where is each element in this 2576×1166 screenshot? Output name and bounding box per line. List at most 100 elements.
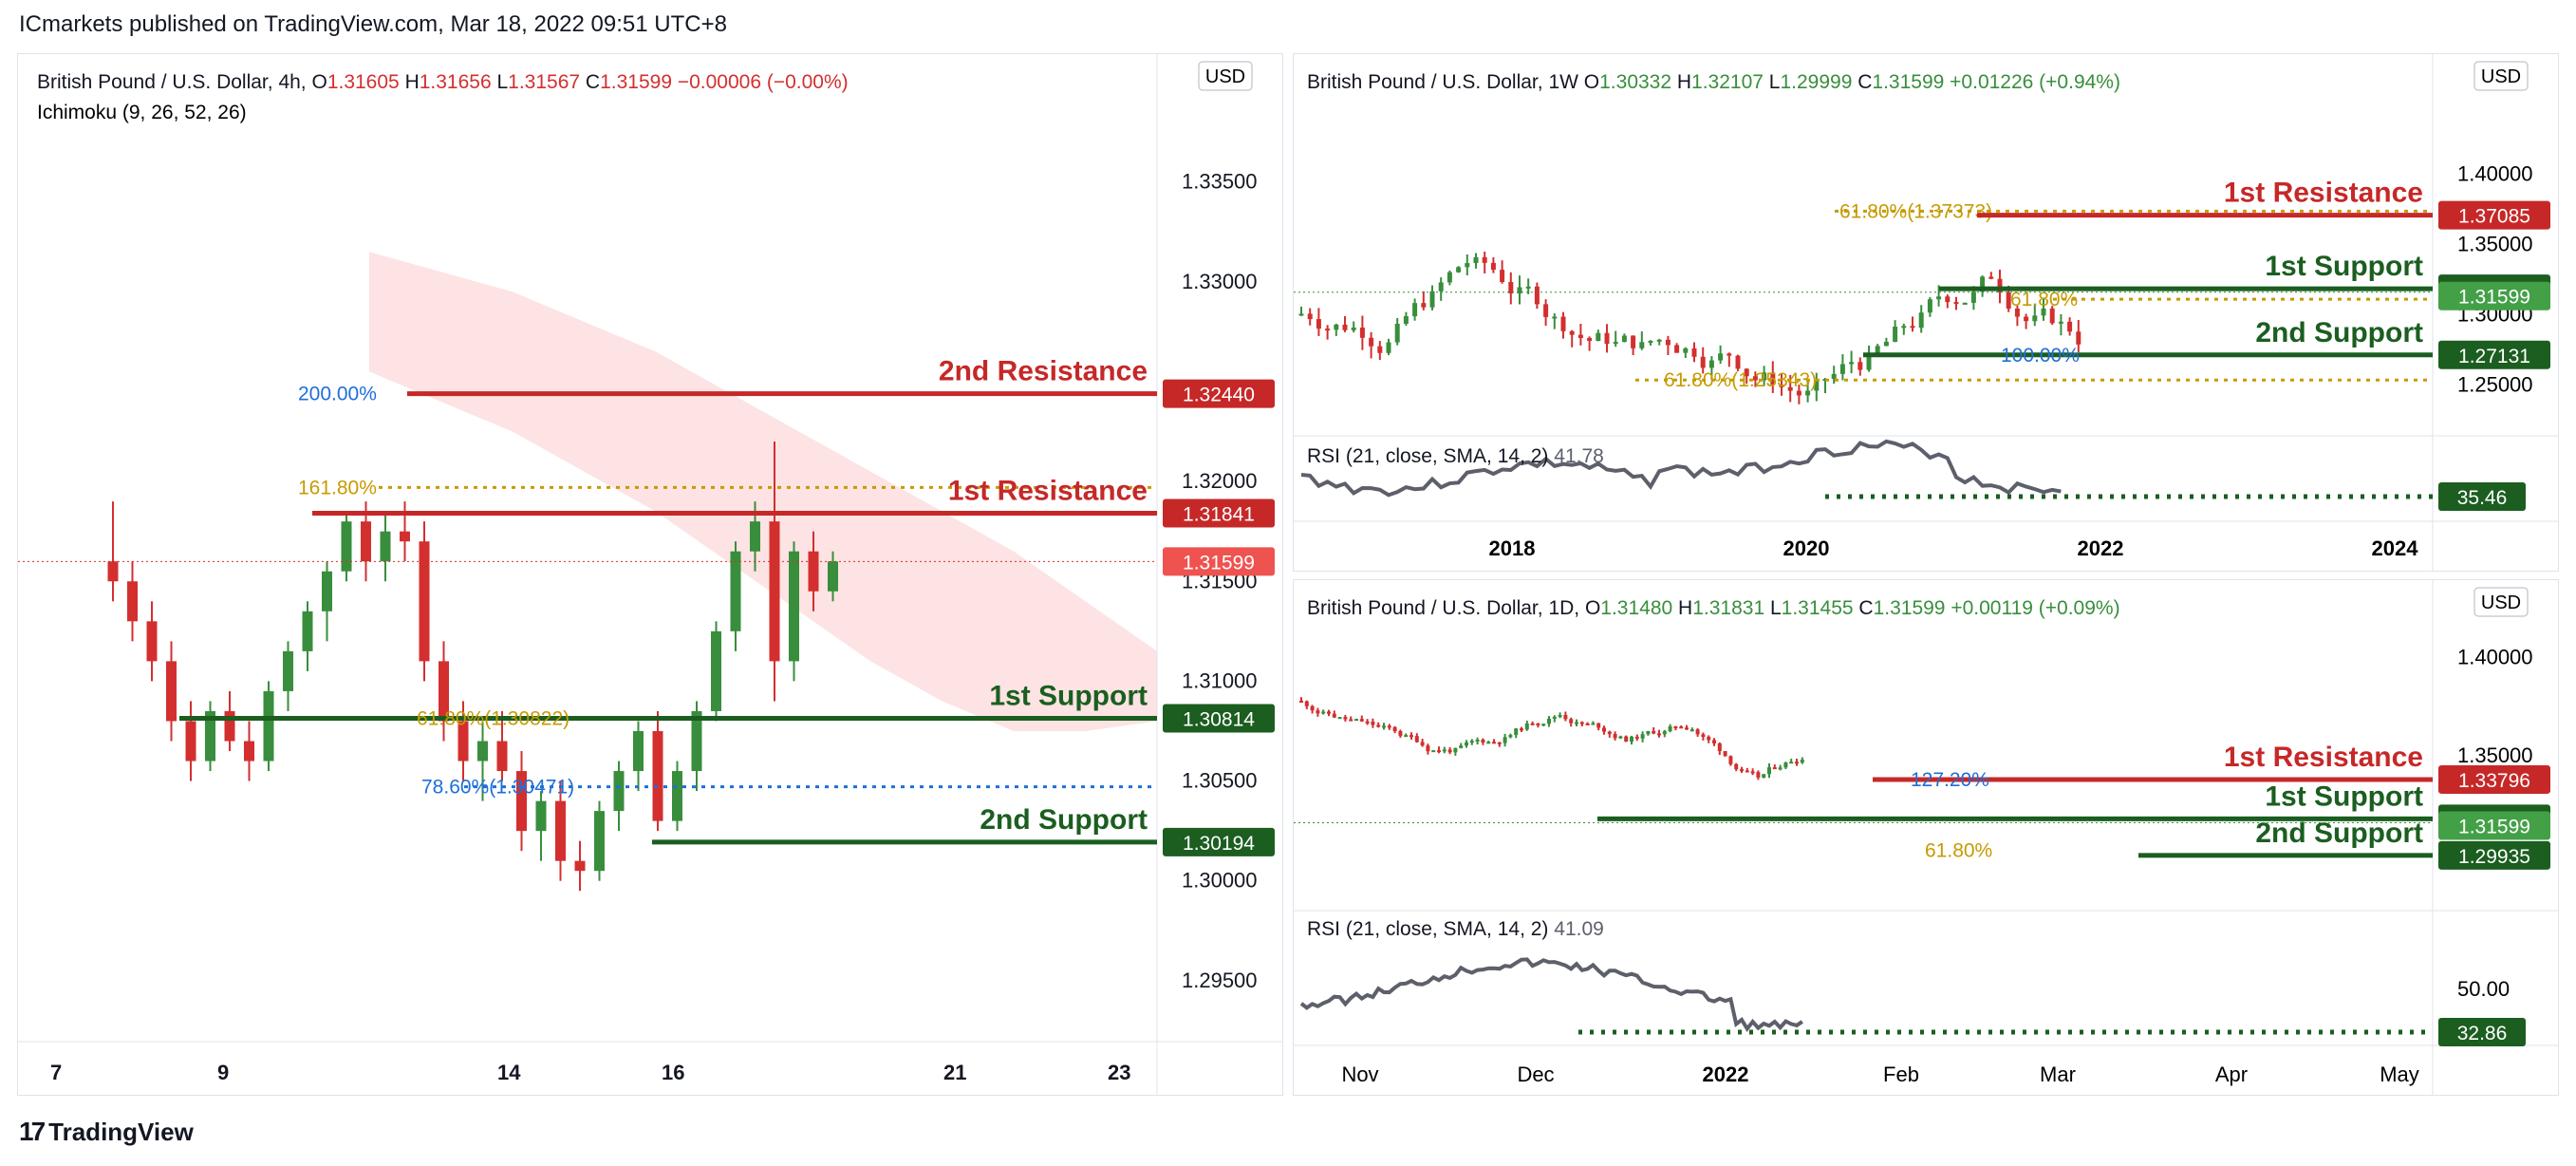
x-tick-label: 7: [50, 1061, 62, 1084]
c1w-candle: [1656, 339, 1662, 342]
c4h-candle: [224, 710, 235, 742]
c4h-candle: [477, 741, 488, 762]
c1w-candle: [1621, 335, 1627, 343]
ichimoku-cloud: [369, 252, 1157, 731]
c1d-candle: [1652, 730, 1656, 734]
level-price-tag: 1.31841: [1183, 504, 1255, 526]
c4h-candle: [244, 741, 254, 762]
c1d-candle: [1707, 737, 1711, 741]
c1w-candle: [1962, 302, 1968, 305]
c1d-candle: [1520, 728, 1523, 731]
c1w-candle: [2049, 308, 2055, 324]
chart-4h-panel[interactable]: 1.33500 1.33000 1.32000 1.31500 1.31000 1.305…: [17, 53, 1283, 1096]
rsi-level-tag-bg: [2438, 1018, 2526, 1046]
x-tick-label: 23: [1108, 1061, 1130, 1084]
level-price-tag: 1.32440: [1183, 385, 1255, 406]
level-price-tag-bg: [1163, 379, 1275, 408]
c1w-candle: [1893, 327, 1898, 342]
c1d-candle: [1750, 771, 1755, 774]
c1d-candle: [1569, 719, 1574, 724]
chart-1d-panel[interactable]: 1.40000 1.35000 Nov Dec 2022 Feb Mar Apr May USD 1…: [1293, 579, 2559, 1096]
c4h-candle: [594, 811, 605, 872]
c1d-candle: [1327, 711, 1331, 714]
c1d-candle: [1359, 719, 1364, 722]
c1w-candle: [2006, 292, 2011, 309]
x-tick-label: 9: [217, 1061, 229, 1084]
c1d-candle: [1536, 723, 1540, 725]
chart-1w-panel[interactable]: 1.40000 1.35000 1.30000 1.25000 2018 2020 2022…: [1293, 53, 2559, 572]
c1w-candle: [1997, 278, 2003, 293]
c1d-candle: [1552, 716, 1557, 719]
rsi-level-tag-bg: [2438, 482, 2526, 511]
c1w-candle: [1377, 346, 1383, 353]
c1w-candle: [1517, 287, 1522, 294]
last-price-tag-bg: [2438, 811, 2550, 840]
c4h-candle: [711, 630, 721, 711]
c1d-candle: [1497, 742, 1502, 744]
c1d-candle: [1299, 701, 1303, 703]
c1w-candle: [1500, 270, 1505, 283]
level-price-tag: 1.29935: [2458, 846, 2530, 868]
level-label: 1st Support: [2265, 780, 2423, 812]
c1w-candle: [1727, 353, 1732, 356]
c1d-candle: [1668, 725, 1672, 732]
c1d-candle: [1596, 723, 1601, 728]
c1d-candle: [1783, 762, 1788, 768]
c1w-candle: [1631, 335, 1636, 348]
c1d-candle: [1304, 701, 1309, 706]
c1d-candle: [1469, 741, 1474, 743]
c1d-candle: [1420, 742, 1425, 746]
c1d-candle: [1646, 730, 1651, 735]
chart-4h-svg[interactable]: 1.335001.330001.320001.315001.310001.305…: [18, 54, 1282, 1095]
c4h-candle: [633, 730, 644, 772]
c1d-candle: [1365, 721, 1370, 724]
c1d-candle: [1607, 731, 1612, 735]
level-price-tag: 1.37085: [2458, 206, 2530, 228]
c1w-candle: [1447, 272, 1452, 283]
level-price-tag-bg: [2438, 340, 2550, 369]
c1d-candle: [1447, 749, 1452, 753]
c1w-candle: [1543, 304, 1549, 317]
indicator-label: Ichimoku (9, 26, 52, 26): [37, 102, 247, 123]
rsi-level-tag: 32.86: [2457, 1023, 2508, 1044]
c1w-candle: [1762, 372, 1767, 381]
c1d-candle: [1689, 729, 1694, 732]
c1d-candle: [1558, 714, 1562, 717]
c1w-candle: [1596, 332, 1601, 342]
c4h-candle: [400, 531, 410, 542]
c1d-candle: [1673, 725, 1678, 728]
c1w-candle: [1307, 313, 1313, 320]
c1w-candle: [1334, 324, 1339, 330]
c4h-candle: [828, 561, 838, 592]
c1d-candle: [1712, 740, 1716, 743]
y-tick-label: 1.33500: [1182, 170, 1258, 194]
tradingview-footer[interactable]: 17 TradingView: [19, 1117, 194, 1147]
x-tick-label: 21: [943, 1061, 966, 1084]
c1d-candle: [1382, 725, 1386, 728]
level-label: 1st Resistance: [2224, 178, 2423, 209]
last-price-tag: 1.31599: [2458, 287, 2530, 309]
c1d-candle: [1602, 727, 1606, 732]
c4h-candle: [574, 860, 586, 872]
c1w-candle: [2014, 308, 2020, 317]
c1w-candle: [1473, 256, 1479, 264]
c4h-candle: [380, 531, 391, 562]
c1d-candle: [1316, 710, 1320, 714]
c1d-candle: [1541, 724, 1546, 726]
c1w-candle: [1901, 326, 1907, 329]
fib-label: 200.00%: [298, 384, 377, 405]
c1w-candle: [1465, 263, 1470, 268]
level-price-tag-bg: [1163, 704, 1275, 733]
c1d-candle: [1431, 750, 1436, 753]
fib-label: 61.80%(1.37373): [1839, 200, 1992, 222]
y-tick-label: 1.29500: [1182, 969, 1258, 992]
c1w-candle: [2024, 316, 2029, 322]
c1d-candle: [1685, 727, 1689, 730]
c1d-candle: [1767, 767, 1771, 775]
c1w-candle: [1298, 313, 1304, 316]
y-tick-label: 1.30000: [1182, 869, 1258, 893]
chart-1d-svg[interactable]: 1.40000 1.35000 Nov Dec 2022 Feb Mar Apr May USD 1…: [1294, 580, 2558, 1095]
c1d-candle: [1387, 725, 1391, 728]
c1w-candle: [1674, 345, 1680, 353]
